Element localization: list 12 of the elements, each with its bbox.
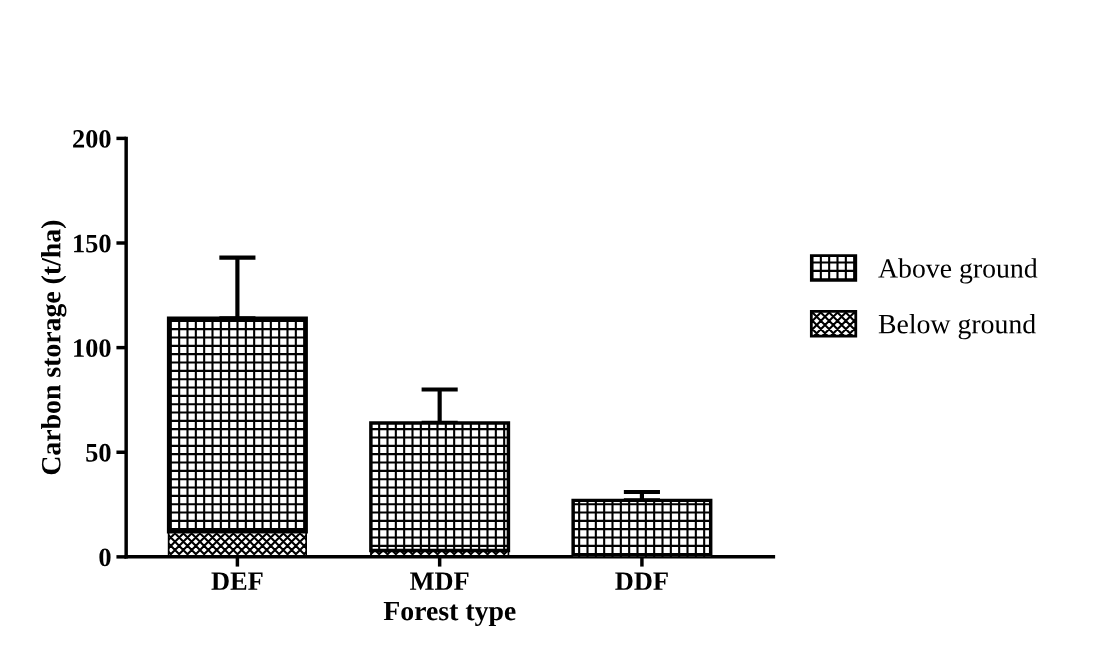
y-tick-label: 200 (73, 130, 111, 148)
y-axis-title: Carbon storage (t/ha) (41, 220, 67, 475)
x-tick-label: DDF (615, 572, 668, 590)
x-tick-label: MDF (410, 572, 469, 590)
y-tick-label: 100 (74, 339, 111, 358)
y-tick-label: 150 (74, 234, 111, 253)
x-tick-label: DEF (211, 572, 263, 590)
legend-label: Below ground (878, 313, 1036, 340)
y-tick-label: 50 (86, 443, 111, 462)
x-axis-title: Forest type (383, 601, 516, 627)
legend-label: Above ground (878, 258, 1038, 284)
y-tick-label: 0 (99, 548, 111, 567)
